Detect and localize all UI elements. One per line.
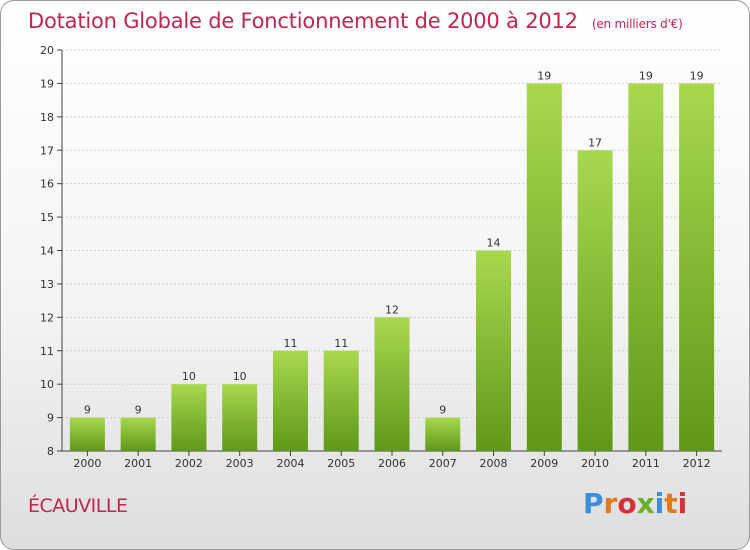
logo-letter: P: [583, 487, 604, 520]
x-tick-label: 2010: [581, 457, 609, 470]
y-tick-label: 9: [47, 412, 54, 425]
y-tick-label: 15: [40, 211, 54, 224]
data-label: 11: [334, 337, 348, 350]
data-label: 9: [135, 404, 142, 417]
x-tick-label: 2001: [124, 457, 152, 470]
x-tick-label: 2012: [683, 457, 711, 470]
data-label: 10: [233, 370, 247, 383]
y-tick-label: 20: [40, 44, 54, 57]
x-tick-label: 2005: [327, 457, 355, 470]
proxiti-logo: Proxiti: [583, 487, 687, 520]
y-tick-label: 11: [40, 345, 54, 358]
x-tick-label: 2007: [429, 457, 457, 470]
data-label: 9: [439, 404, 446, 417]
bar: [476, 250, 512, 451]
bar: [425, 417, 461, 451]
x-tick-label: 2000: [73, 457, 101, 470]
chart-title: Dotation Globale de Fonctionnement de 20…: [28, 9, 683, 33]
x-tick-label: 2009: [530, 457, 558, 470]
commune-name: ÉCAUVILLE: [28, 495, 128, 517]
y-tick-label: 10: [40, 378, 54, 391]
logo-letter: o: [617, 487, 637, 520]
logo-letter: t: [664, 487, 678, 520]
data-label: 12: [385, 303, 399, 316]
data-label: 19: [537, 69, 551, 82]
data-label: 14: [487, 237, 501, 250]
data-label: 19: [639, 69, 653, 82]
bar: [679, 83, 715, 452]
x-tick-label: 2006: [378, 457, 406, 470]
logo-letter: i: [677, 487, 688, 520]
x-tick-label: 2008: [480, 457, 508, 470]
y-tick-label: 19: [40, 77, 54, 90]
data-label: 17: [588, 136, 602, 149]
data-label: 9: [84, 404, 91, 417]
y-tick-label: 18: [40, 111, 54, 124]
bar: [272, 350, 308, 451]
bar: [577, 150, 613, 451]
data-label: 10: [182, 370, 196, 383]
data-label: 19: [690, 69, 704, 82]
logo-letter: i: [654, 487, 665, 520]
x-tick-label: 2011: [632, 457, 660, 470]
bar: [69, 417, 105, 451]
bar: [120, 417, 156, 451]
y-tick-label: 12: [40, 311, 54, 324]
bar: [374, 317, 410, 451]
logo-letter: x: [636, 487, 655, 520]
bar: [628, 83, 664, 452]
x-tick-label: 2002: [175, 457, 203, 470]
y-tick-label: 14: [40, 245, 54, 258]
logo-letter: r: [603, 487, 618, 520]
x-tick-label: 2003: [226, 457, 254, 470]
bar: [222, 384, 258, 451]
y-tick-label: 17: [40, 144, 54, 157]
y-tick-label: 13: [40, 278, 54, 291]
y-tick-label: 8: [47, 445, 54, 458]
unit-note: (en milliers d'€): [591, 17, 683, 31]
bar: [323, 350, 359, 451]
chart-title-text: Dotation Globale de Fonctionnement de 20…: [28, 9, 578, 33]
bar: [171, 384, 207, 451]
bar: [526, 83, 562, 452]
y-tick-label: 16: [40, 178, 54, 191]
data-label: 11: [283, 337, 297, 350]
x-tick-label: 2004: [276, 457, 304, 470]
